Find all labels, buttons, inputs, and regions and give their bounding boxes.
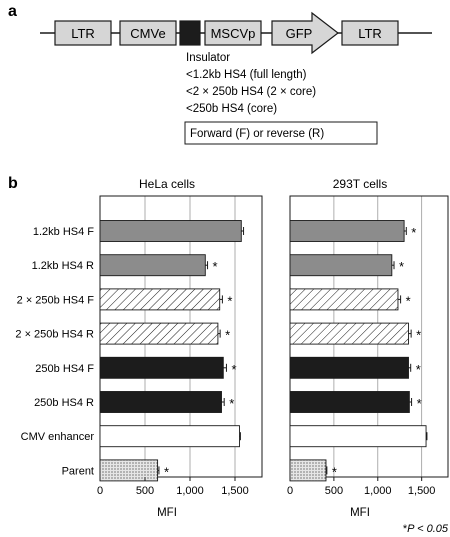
- orientation-box: [184, 121, 378, 145]
- significance-star: *: [229, 396, 234, 411]
- svg-text:GFP: GFP: [286, 26, 313, 41]
- significance-star: *: [416, 328, 421, 343]
- xaxis-label-hela: MFI: [157, 507, 177, 519]
- construct-mscvp: MSCVp: [204, 20, 262, 46]
- bar: [99, 220, 242, 242]
- insulator-option-double-core: <2 × 250b HS4 (2 × core): [186, 86, 316, 98]
- x-tick-label: 1,500: [408, 485, 436, 497]
- insulator-title: Insulator: [186, 52, 230, 64]
- category-label: 2 × 250b HS4 F: [17, 294, 95, 306]
- footnote: *P < 0.05: [403, 523, 449, 535]
- bar: [289, 425, 427, 448]
- significance-star: *: [227, 293, 232, 308]
- bar: [289, 356, 409, 379]
- x-tick-label: 0: [97, 485, 103, 497]
- significance-star: *: [417, 396, 422, 411]
- insulator-option-core: <250b HS4 (core): [186, 103, 277, 115]
- hela-bar-chart: 1.2kb HS4 F * 1.2kb HS4 R * 2 × 250b HS4 F * 2…: [15, 195, 263, 497]
- chart-title-293t: 293T cells: [333, 177, 387, 191]
- svg-text:MSCVp: MSCVp: [211, 26, 256, 41]
- construct-gfp-arrow: GFP: [271, 11, 339, 55]
- bar: [289, 322, 409, 345]
- bar: [289, 459, 327, 482]
- bar: [289, 391, 410, 413]
- category-label: 250b HS4 F: [35, 363, 94, 375]
- category-label: 1.2kb HS4 R: [32, 260, 94, 272]
- significance-star: *: [225, 328, 230, 343]
- bar: [99, 391, 222, 413]
- construct-insulator-block: [179, 20, 201, 46]
- significance-star: *: [231, 362, 236, 377]
- category-label: 250b HS4 R: [34, 397, 94, 409]
- category-label: 1.2kb HS4 F: [33, 226, 94, 238]
- panel-b-label: b: [8, 175, 18, 192]
- x-tick-label: 0: [287, 485, 293, 497]
- x-tick-label: 1,500: [221, 485, 249, 497]
- construct-cmve: CMVe: [119, 20, 177, 46]
- construct-ltr-right: LTR: [341, 20, 399, 46]
- x-tick-label: 1,000: [364, 485, 392, 497]
- insulator-option-full: <1.2kb HS4 (full length): [186, 69, 307, 81]
- significance-star: *: [164, 464, 169, 479]
- x-tick-label: 500: [325, 485, 343, 497]
- svg-text:LTR: LTR: [71, 26, 95, 41]
- bar: [289, 288, 399, 311]
- svg-text:*P < 0.05: *P < 0.05: [403, 523, 449, 535]
- construct-ltr-left: LTR: [54, 20, 112, 46]
- category-label: Parent: [62, 465, 94, 477]
- xaxis-label-293t: MFI: [350, 507, 370, 519]
- bar: [99, 322, 219, 345]
- category-label: 2 × 250b HS4 R: [15, 329, 94, 341]
- chart-title-hela: HeLa cells: [139, 177, 195, 191]
- category-label: CMV enhancer: [21, 431, 95, 443]
- x-tick-label: 500: [136, 485, 154, 497]
- svg-text:CMVe: CMVe: [130, 26, 165, 41]
- significance-star: *: [416, 362, 421, 377]
- bar: [289, 254, 393, 277]
- bar: [289, 220, 405, 242]
- bar: [99, 425, 240, 448]
- significance-star: *: [213, 259, 218, 274]
- bar: [99, 459, 159, 482]
- orientation-label: Forward (F) or reverse (R): [190, 128, 324, 140]
- significance-star: *: [399, 259, 404, 274]
- bar: [99, 254, 206, 277]
- x-tick-label: 1,000: [176, 485, 204, 497]
- significance-star: *: [411, 225, 416, 240]
- significance-star: *: [406, 293, 411, 308]
- 293t-bar-chart: * * * * * * * 0 500 1,000 1,500: [287, 195, 449, 497]
- bar: [99, 288, 221, 311]
- bar: [99, 356, 224, 379]
- significance-star: *: [332, 464, 337, 479]
- svg-text:LTR: LTR: [358, 26, 382, 41]
- panel-a-label: a: [8, 3, 17, 20]
